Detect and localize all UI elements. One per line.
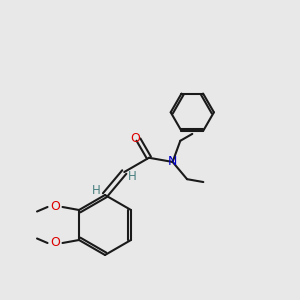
Text: H: H [128, 170, 137, 183]
Text: N: N [168, 155, 177, 168]
Text: O: O [50, 200, 60, 214]
Text: O: O [130, 132, 140, 145]
Text: H: H [92, 184, 101, 197]
Text: O: O [50, 236, 60, 250]
